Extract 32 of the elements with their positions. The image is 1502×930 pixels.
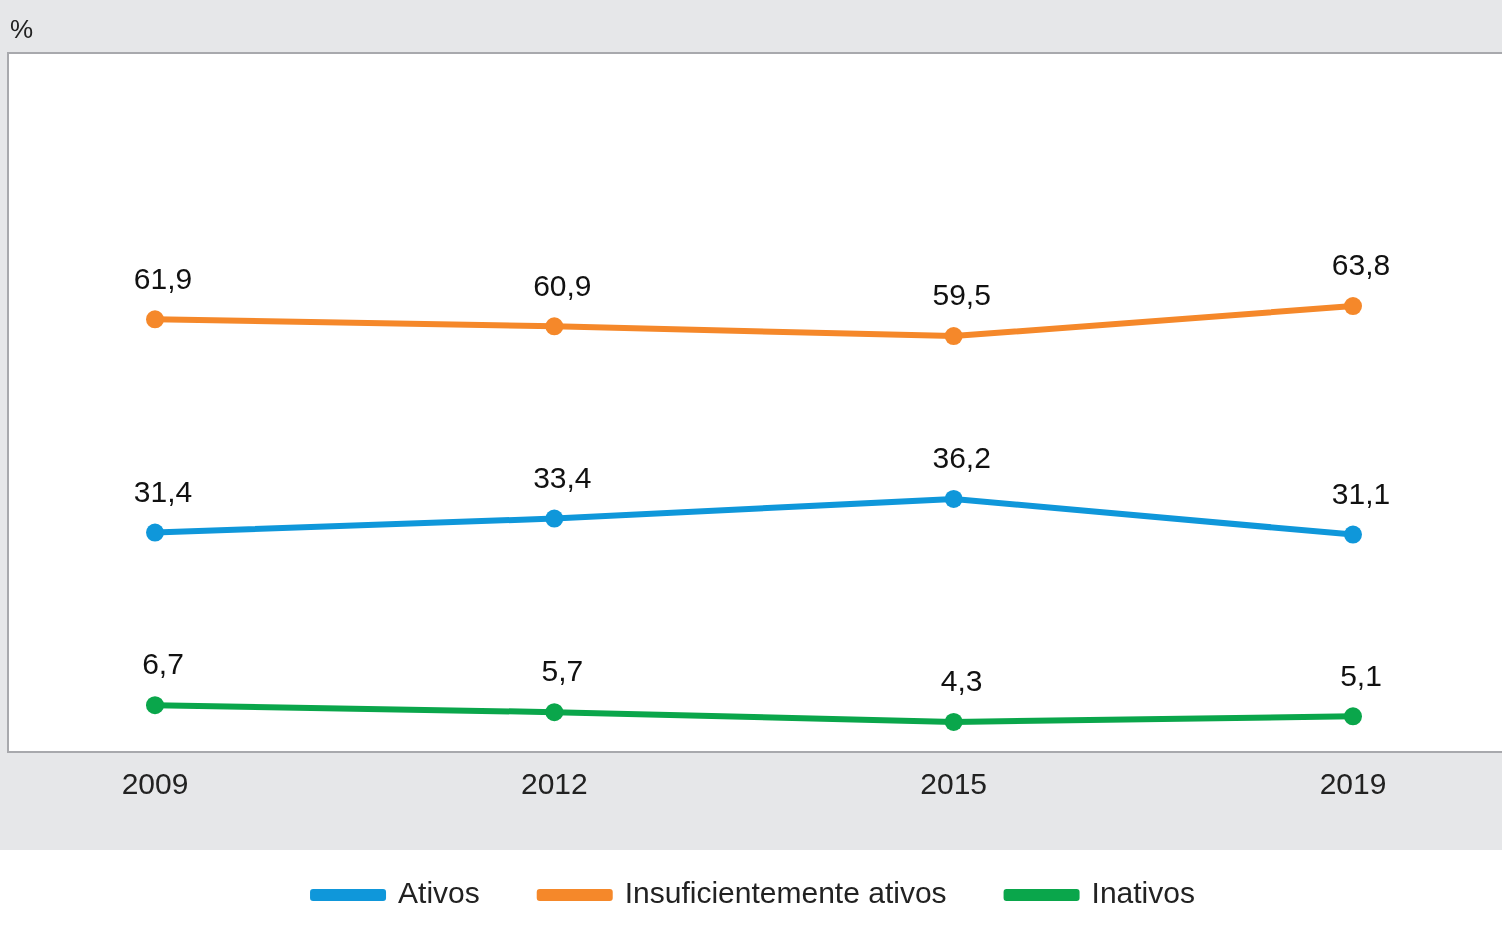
data-label: 36,2 [932,441,991,475]
point [1344,297,1362,316]
point [146,310,164,329]
x-tick-label: 2019 [1319,767,1387,801]
point [146,523,164,542]
point [944,712,963,731]
point [1344,707,1362,726]
point [545,703,564,722]
point [1344,525,1362,544]
y-axis-title: % [10,14,34,44]
legend-label: Inativos [1091,876,1195,910]
legend-label: Ativos [398,876,480,910]
data-label: 61,9 [133,261,193,295]
x-tick-label: 2012 [520,767,588,801]
point [545,317,564,336]
data-label: 4,3 [940,664,983,698]
data-label: 31,4 [133,474,193,508]
data-label: 60,9 [533,268,592,302]
x-tick-label: 2009 [121,767,189,801]
legend-label: Insuficientemente ativos [624,876,947,910]
point [146,696,164,715]
data-label: 63,8 [1331,248,1391,282]
point [944,489,963,508]
data-label: 59,5 [932,278,991,312]
x-tick-label: 2015 [920,767,988,801]
data-label: 6,7 [142,647,184,681]
data-label: 5,1 [1340,658,1382,692]
point [944,327,963,346]
data-label: 31,1 [1331,476,1391,510]
data-label: 33,4 [533,460,592,494]
data-label: 5,7 [541,654,584,688]
point [545,509,564,528]
